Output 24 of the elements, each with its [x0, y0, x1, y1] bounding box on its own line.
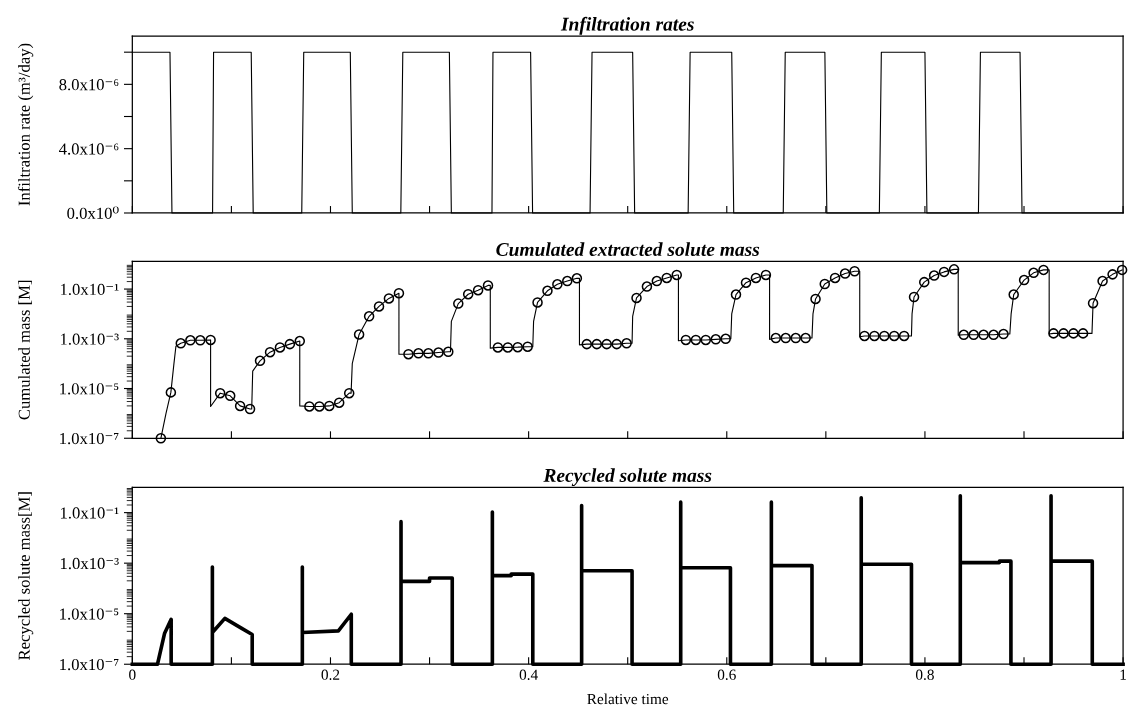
x-tick-label: 1	[1120, 669, 1126, 680]
y-tick-label: 4.0x10⁻⁶	[59, 143, 119, 155]
y-tick-label: 1.0x10⁻⁷	[60, 658, 119, 671]
y-tick-label: 1.0x10⁻⁵	[60, 383, 119, 395]
x-tick-label: 0.8	[915, 669, 934, 680]
x-tick-label: 0.4	[519, 669, 538, 680]
x-tick-label: 0.6	[717, 669, 736, 680]
chart-title: Cumulated extracted solute mass	[496, 242, 760, 257]
y-axis-title: Infiltration rate (m³/day)	[17, 43, 34, 206]
y-axis-title: Cumulated mass [M]	[18, 280, 32, 420]
y-tick-label: 1.0x10⁻¹	[60, 507, 119, 519]
x-axis-title: Relative time	[587, 693, 669, 705]
y-tick-label: 8.0x10⁻⁶	[59, 79, 119, 91]
y-axis-title: Recycled solute mass[M]	[18, 492, 34, 661]
y-tick-label: 0.0x10⁰	[67, 206, 119, 220]
y-tick-label: 1.0x10⁻⁷	[60, 432, 119, 445]
y-tick-label: 1.0x10⁻¹	[60, 283, 119, 296]
y-tick-label: 1.0x10⁻⁵	[60, 608, 119, 620]
chart-title: Recycled solute mass	[543, 468, 712, 486]
y-tick-label: 1.0x10⁻³	[60, 557, 119, 570]
x-tick-label: 0.2	[321, 669, 340, 680]
x-tick-label: 0	[129, 669, 136, 680]
chart-title: Infiltration rates	[560, 16, 694, 35]
y-tick-label: 1.0x10⁻³	[60, 333, 119, 345]
